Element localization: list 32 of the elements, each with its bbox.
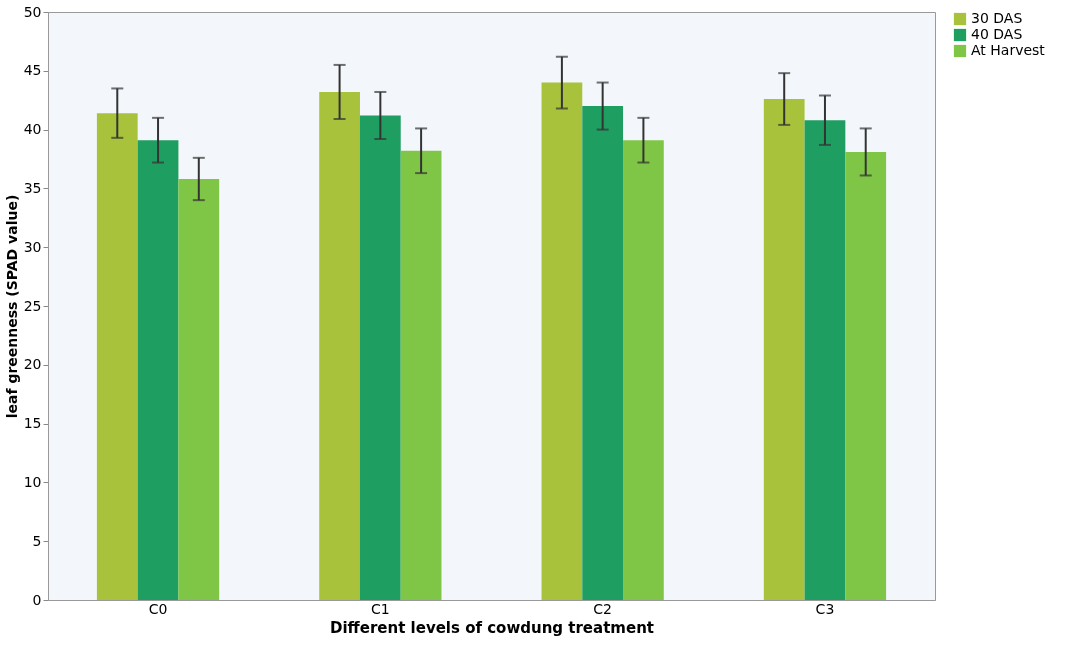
- bar: [845, 151, 887, 600]
- bar: [319, 91, 360, 600]
- y-tick-label: 35: [23, 179, 42, 196]
- y-tick-label: 40: [23, 121, 42, 138]
- bar: [763, 99, 805, 600]
- bar: [178, 178, 220, 600]
- bar: [582, 106, 624, 600]
- legend-label: At Harvest: [971, 42, 1046, 58]
- x-tick-label: C3: [815, 600, 835, 617]
- y-tick-label: 50: [23, 3, 42, 20]
- bar: [96, 113, 138, 600]
- x-tick-label: C2: [593, 600, 612, 617]
- bar: [623, 140, 664, 600]
- y-tick-label: 10: [23, 473, 42, 490]
- x-tick-label: C0: [148, 600, 168, 617]
- y-tick-label: 25: [23, 297, 42, 314]
- legend-label: 40 DAS: [971, 26, 1023, 42]
- y-tick-label: 5: [32, 532, 42, 549]
- bar: [400, 150, 442, 600]
- y-tick-label: 30: [23, 238, 42, 255]
- bar: [804, 120, 846, 600]
- legend-label: 30 DAS: [971, 10, 1023, 26]
- y-tick-label: 15: [23, 415, 42, 432]
- y-axis-title: leaf greenness (SPAD value): [3, 194, 20, 419]
- y-tick-label: 0: [32, 591, 42, 608]
- bar: [541, 82, 583, 600]
- y-tick-label: 45: [23, 62, 42, 79]
- x-axis-title: Different levels of cowdung treatment: [330, 618, 654, 637]
- x-tick-label: C1: [371, 600, 390, 617]
- y-tick-label: 20: [23, 356, 42, 373]
- bar: [137, 140, 179, 600]
- bar: [359, 115, 401, 600]
